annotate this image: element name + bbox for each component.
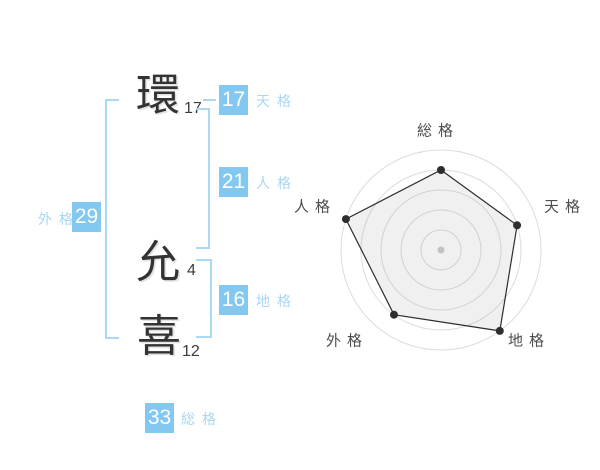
radar-axis-label: 外格 (326, 333, 368, 350)
jinkaku-value-box: 21 (219, 167, 248, 197)
radar-panel: 総格天格地格 外格 人格 (291, 110, 600, 370)
jinkaku-bracket-bottom-tick (196, 247, 210, 249)
radar-grid-ring (420, 229, 462, 271)
given-char-2: 喜 (137, 312, 181, 361)
radar-data-point (390, 310, 398, 319)
tenkaku-value-box: 17 (219, 85, 248, 115)
given-char-1-strokes: 4 (187, 262, 196, 279)
gaikaku-label: 外格 (38, 211, 80, 227)
tenkaku-bracket-tick (203, 99, 216, 101)
radar-grid-ring (400, 209, 482, 291)
chikaku-bracket-vertical (210, 259, 212, 338)
gaikaku-bracket-top-tick (105, 99, 119, 101)
gaikaku-value-box: 29 (72, 202, 101, 232)
gaikaku-bracket-vertical (105, 99, 107, 339)
radar-axis-label: 総格 (417, 123, 459, 140)
radar-center-dot (437, 246, 445, 254)
jinkaku-bracket-vertical (208, 108, 210, 249)
soukaku-value-box: 33 (145, 403, 174, 433)
surname-char-1-strokes: 17 (184, 100, 202, 117)
gaikaku-bracket-bottom-tick (105, 337, 119, 339)
surname-char-1: 環 (136, 71, 180, 120)
radar-grid-ring (380, 189, 502, 311)
radar-axis-label: 人格 (294, 199, 336, 216)
radar-data-point (341, 215, 350, 224)
radar-data-point (513, 221, 522, 230)
chikaku-value-box: 16 (219, 285, 248, 315)
jinkaku-label: 人格 (256, 175, 298, 191)
radar-data-point (495, 326, 504, 335)
given-char-1: 允 (136, 238, 180, 287)
chikaku-label: 地格 (256, 293, 298, 309)
radar-grid-ring (340, 149, 542, 351)
jinkaku-bracket-top-tick (196, 108, 210, 110)
radar-data-point (437, 166, 445, 174)
tenkaku-label: 天格 (256, 93, 298, 109)
radar-axis-label: 地格 (508, 333, 550, 350)
soukaku-label: 総格 (181, 411, 223, 427)
radar-axis-label: 天格 (544, 199, 586, 216)
given-char-2-strokes: 12 (182, 343, 200, 360)
chikaku-bracket-bottom-tick (196, 336, 212, 338)
radar-data-polygon (345, 169, 518, 332)
chikaku-bracket-top-tick (196, 259, 212, 261)
